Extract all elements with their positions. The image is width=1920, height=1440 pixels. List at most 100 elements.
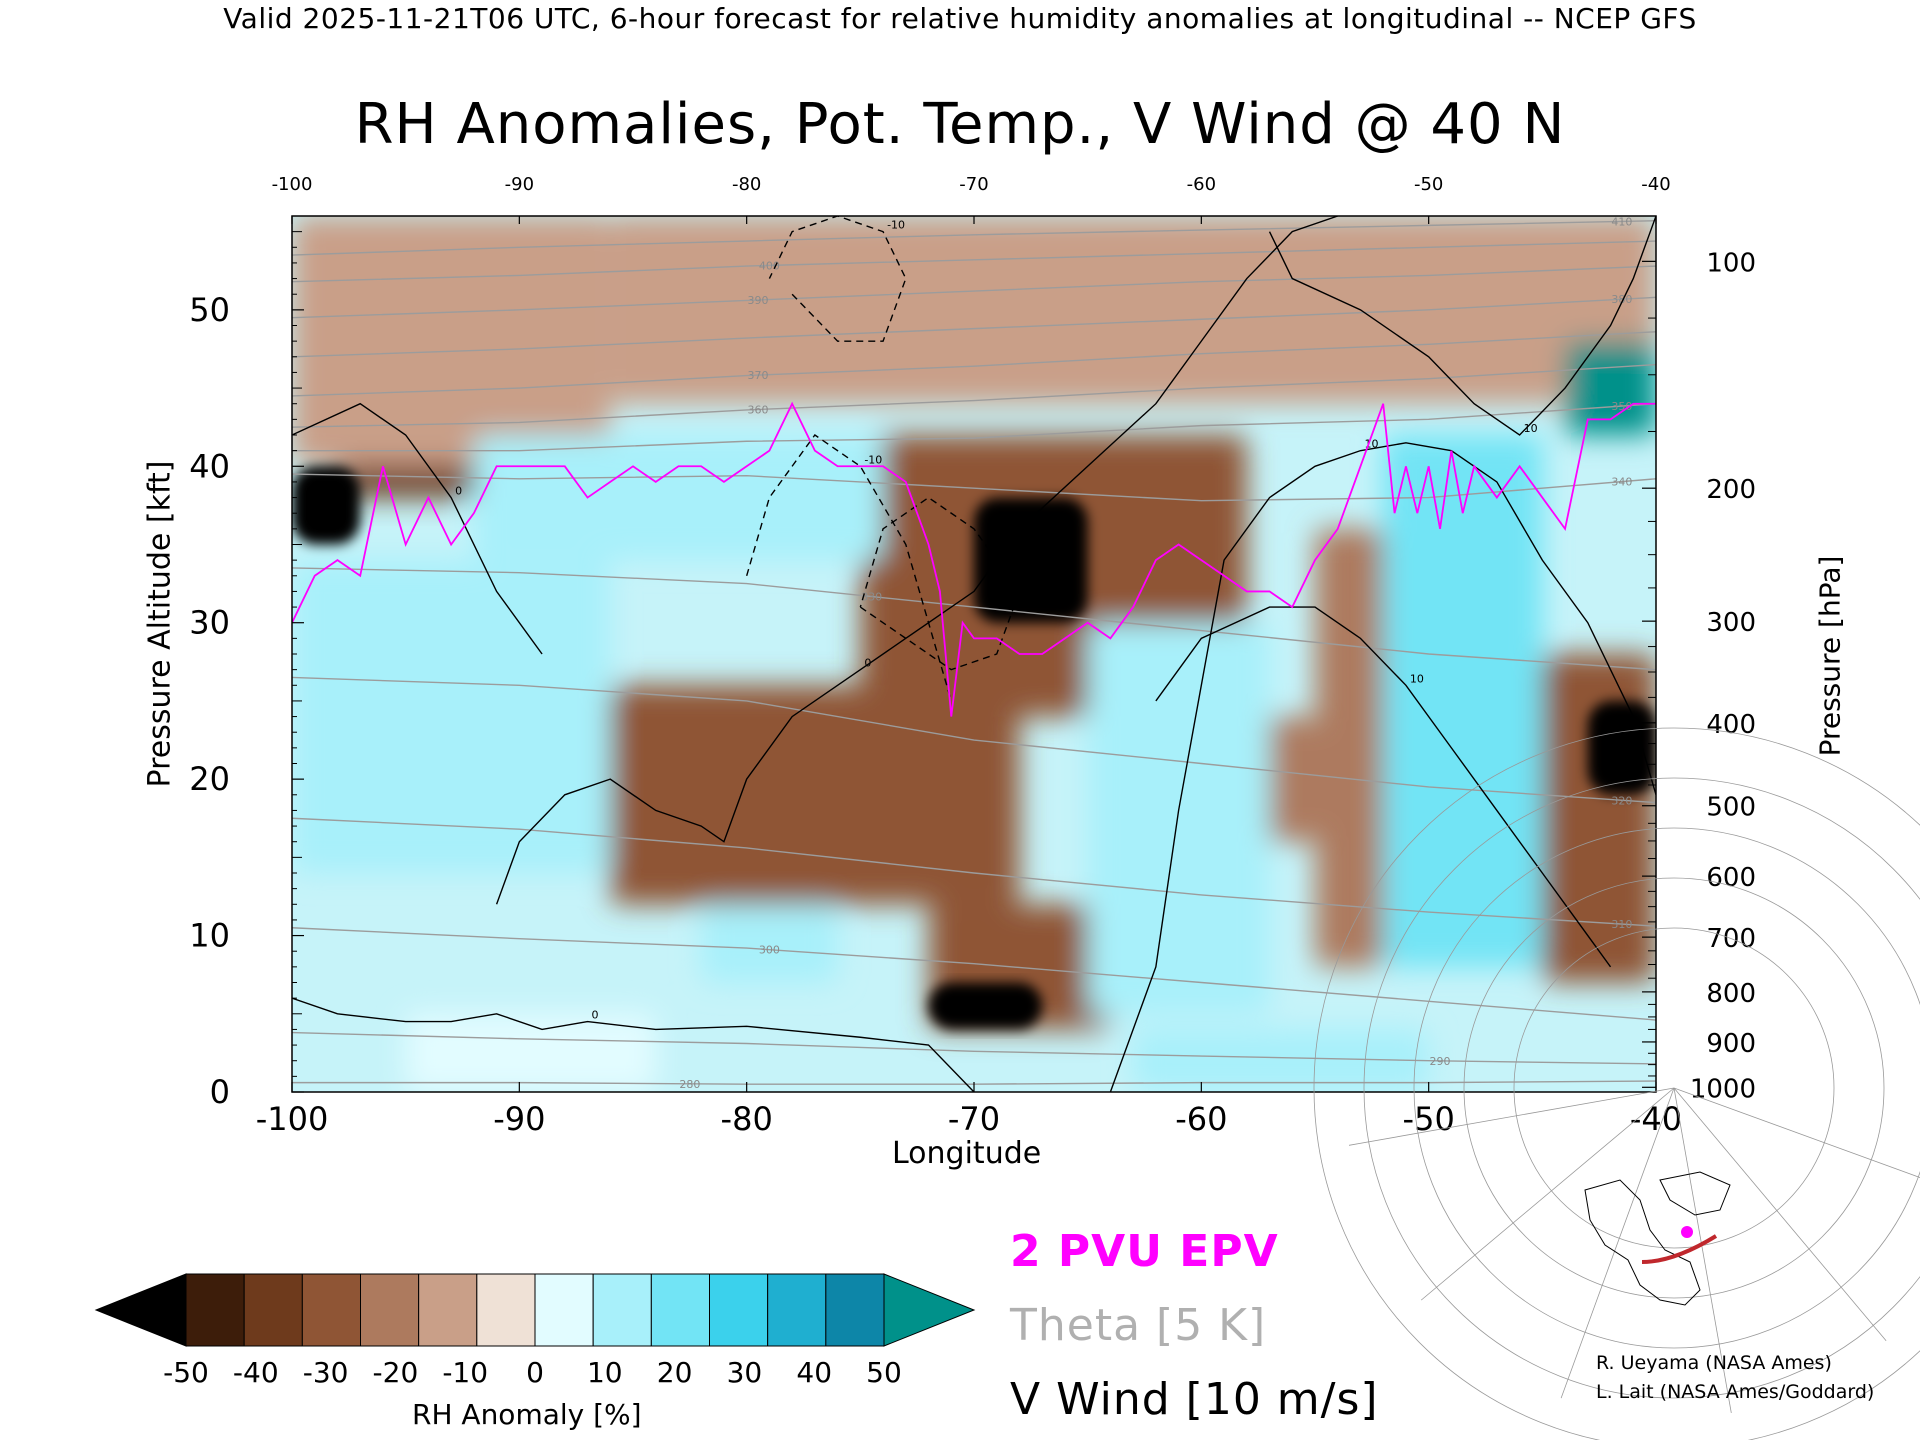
rh-region-13 (473, 435, 884, 561)
theta-380-label: 380 (1611, 293, 1632, 306)
v-wind-label-8: -10 (1023, 578, 1041, 591)
inset-map-group (1313, 727, 1920, 1440)
colorbar-tick-label: -40 (233, 1356, 279, 1389)
colorbar-box-3 (360, 1273, 420, 1347)
x-tick-label-top: -60 (1187, 174, 1216, 195)
colorbar-tick-label: 0 (526, 1356, 544, 1389)
credit-lait: L. Lait (NASA Ames/Goddard) (1596, 1381, 1875, 1403)
theta-340-label: 340 (1611, 476, 1632, 489)
theta-370-label: 370 (748, 369, 769, 382)
colorbar-tick-label: 50 (866, 1356, 902, 1389)
theta-300-label: 300 (759, 944, 780, 957)
inset-coastline-north-america (1584, 1179, 1701, 1306)
header-valid-line: Valid 2025-11-21T06 UTC, 6-hour forecast… (223, 2, 1697, 35)
colorbar-tick-label: 30 (727, 1356, 763, 1389)
theta-410-line (292, 219, 1656, 256)
colorbar-box-7 (592, 1273, 652, 1347)
inset-latitude-circle (1313, 727, 1920, 1440)
inset-latitude-circle (1463, 877, 1885, 1299)
v-wind-contour-8 (859, 496, 1021, 671)
theta-310-line (292, 817, 1656, 927)
inset-latitude-circle (1363, 777, 1920, 1399)
rh-region-16 (1383, 435, 1543, 967)
y2-tick-label: 600 (1706, 863, 1756, 893)
v-wind-label-5: 10 (1524, 422, 1538, 435)
inset-coastline-greenland (1659, 1171, 1731, 1216)
rh-region-18 (701, 904, 838, 983)
colorbar-box-1 (243, 1273, 303, 1347)
pvu-2-line (292, 401, 1656, 717)
y2-tick-label: 400 (1706, 710, 1756, 740)
inset-meridian (1673, 1087, 1920, 1178)
y2-axis-label: Pressure [hPa] (1813, 555, 1847, 757)
v-wind-contour-2 (292, 402, 543, 655)
colorbar-tick-label: -10 (442, 1356, 488, 1389)
x-tick-label-bottom: -70 (948, 1100, 1000, 1138)
colorbar-high-arrow (883, 1273, 976, 1347)
y-tick-label-left: 20 (189, 760, 230, 798)
colorbar-box-11 (825, 1273, 885, 1347)
rh-region-15 (1087, 622, 1270, 1014)
colorbar-tick-label: -50 (163, 1356, 209, 1389)
y2-tick-label: 1000 (1690, 1074, 1756, 1104)
x-tick-label-top: -80 (732, 174, 761, 195)
inset-meridian (1673, 1087, 1732, 1414)
v-wind-contour-4 (1155, 606, 1612, 968)
rh-anomaly-field (292, 216, 1656, 1092)
rh-region-0 (292, 466, 361, 545)
colorbar-box-0 (185, 1273, 245, 1347)
rh-region-17 (1565, 341, 1656, 435)
theta-360-line (292, 363, 1656, 428)
x-tick-label-bottom: -40 (1630, 1100, 1682, 1138)
rh-region-9 (1315, 528, 1384, 967)
colorbar-tick-label: -20 (373, 1356, 419, 1389)
theta-350-label: 350 (1611, 400, 1632, 413)
theta-330-line (292, 567, 1656, 671)
credit-ueyama: R. Ueyama (NASA Ames) (1596, 1352, 1832, 1374)
x-tick-label-top: -40 (1641, 174, 1670, 195)
colorbar-box-10 (767, 1273, 827, 1347)
colorbar-box-5 (476, 1273, 536, 1347)
x-tick-label-bottom: -50 (1403, 1100, 1455, 1138)
legend-pvu: 2 PVU EPV (1010, 1226, 1279, 1277)
theta-400-line (292, 240, 1656, 283)
x-tick-label-top: -50 (1414, 174, 1443, 195)
theta-390-label: 390 (748, 294, 769, 307)
colorbar-tick-label: 40 (796, 1356, 832, 1389)
inset-latitude-circle (1413, 827, 1920, 1349)
rh-region-11 (292, 216, 611, 467)
theta-360-label: 360 (748, 404, 769, 417)
inset-meridian (1673, 1087, 1887, 1342)
y2-tick-label: 300 (1706, 608, 1756, 638)
y-tick-label-left: 50 (189, 291, 230, 329)
theta-390-line (292, 265, 1656, 319)
v-wind-contour-1 (495, 216, 1338, 905)
theta-320-line (292, 676, 1656, 804)
inset-latitude-circle (1513, 927, 1835, 1249)
rh-region-3 (1587, 700, 1656, 795)
x-tick-label-bottom: -80 (721, 1100, 773, 1138)
v-wind-label-1: 0 (864, 657, 871, 670)
colorbar-tick-label: 20 (657, 1356, 693, 1389)
colorbar-label: RH Anomaly [%] (412, 1398, 642, 1431)
x-axis-label: Longitude (892, 1136, 1042, 1171)
colorbar-box-2 (301, 1273, 362, 1347)
colorbar-low-arrow (94, 1273, 187, 1347)
y-tick-label-left: 10 (189, 917, 230, 955)
y-tick-label-left: 30 (189, 604, 230, 642)
inset-section-arc (1641, 1234, 1718, 1264)
inset-location-marker (1681, 1226, 1693, 1238)
inset-map-bg (1558, 1168, 1756, 1316)
colorbar-tick-label: -30 (303, 1356, 349, 1389)
legend-theta: Theta [5 K] (1010, 1300, 1267, 1351)
pvu-line-layer (292, 401, 1656, 717)
x-tick-label-top: -70 (959, 174, 988, 195)
y2-tick-label: 500 (1706, 793, 1756, 823)
v-wind-label-2: 0 (455, 485, 462, 498)
chart-title: RH Anomalies, Pot. Temp., V Wind @ 40 N (354, 92, 1566, 157)
x-tick-label-bottom: -90 (493, 1100, 545, 1138)
y2-tick-label: 100 (1706, 248, 1756, 278)
v-wind-contour-6 (745, 434, 952, 702)
colorbar-tick-label: 10 (587, 1356, 623, 1389)
